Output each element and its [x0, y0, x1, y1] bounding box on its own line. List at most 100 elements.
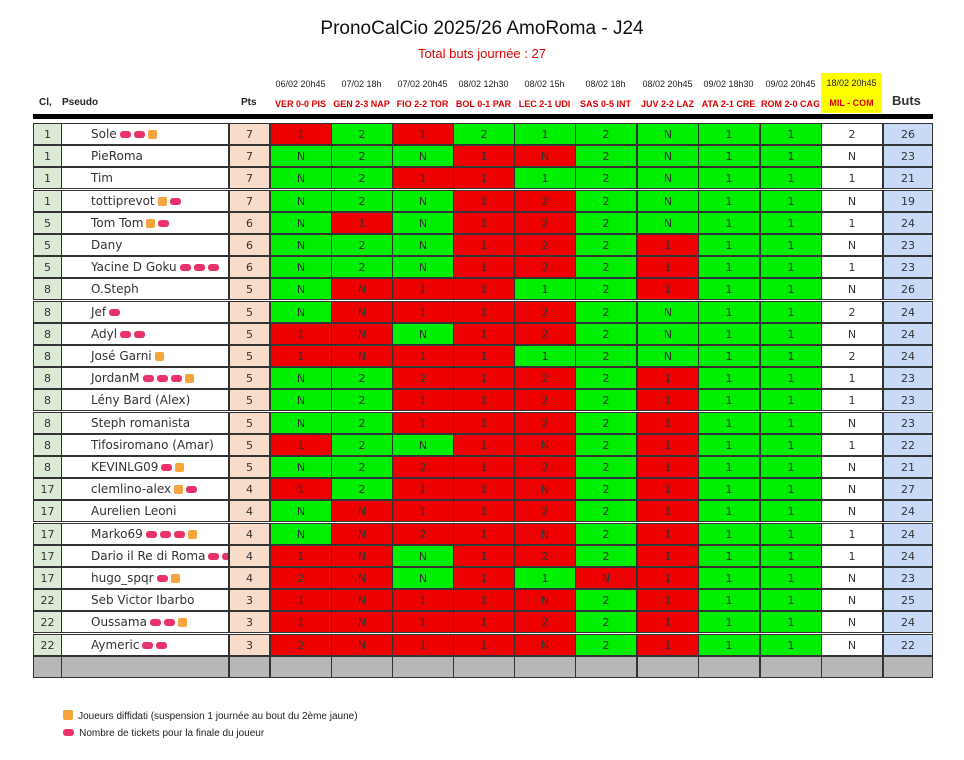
- pick-cell: 2: [331, 123, 393, 145]
- footer-cell: [637, 656, 699, 678]
- player-name: O.Steph: [91, 282, 139, 296]
- pick-cell: 1: [821, 256, 883, 278]
- player-row-name: Tifosiromano (Amar): [61, 434, 229, 456]
- match-label: ATA 2-1 CRE: [701, 99, 756, 109]
- pick-cell: N: [821, 145, 883, 167]
- pick-cell: N: [270, 389, 332, 411]
- pts-cell: 5: [229, 434, 270, 456]
- ticket-icon: [173, 531, 185, 538]
- footer-cell: [33, 656, 62, 678]
- pick-cell: 2: [575, 123, 637, 145]
- pick-cell: 2: [514, 456, 576, 478]
- match-date: 18/02 20h45: [821, 73, 882, 93]
- pick-cell: N: [821, 323, 883, 345]
- player-row-name: Dario il Re di Roma: [61, 545, 229, 567]
- rank-cell: 8: [33, 323, 62, 345]
- pick-cell: 1: [698, 611, 760, 633]
- buts-cell: 24: [883, 523, 933, 545]
- ticket-icon: [163, 619, 175, 626]
- rank-cell: 1: [33, 190, 62, 212]
- buts-cell: 23: [883, 145, 933, 167]
- pick-cell: 1: [760, 123, 822, 145]
- pick-cell: N: [821, 456, 883, 478]
- rank-cell: 1: [33, 123, 62, 145]
- pick-cell: N: [270, 301, 332, 323]
- ticket-icon: [179, 264, 191, 271]
- match-date: 08/02 20h45: [642, 79, 693, 89]
- pick-cell: 1: [392, 478, 454, 500]
- player-row-name: clemlino-alex: [61, 478, 229, 500]
- pick-cell: 1: [453, 145, 515, 167]
- match-label: BOL 0-1 PAR: [455, 99, 512, 109]
- pick-cell: 1: [514, 567, 576, 589]
- buts-cell: 24: [883, 611, 933, 633]
- pick-cell: 1: [698, 167, 760, 189]
- pick-cell: 1: [760, 345, 822, 367]
- pick-cell: 2: [514, 256, 576, 278]
- pick-cell: N: [331, 611, 393, 633]
- pick-cell: N: [821, 278, 883, 300]
- pick-cell: N: [575, 567, 637, 589]
- pick-cell: N: [514, 145, 576, 167]
- player-name: clemlino-alex: [91, 482, 172, 496]
- pick-cell: N: [331, 345, 393, 367]
- buts-cell: 23: [883, 567, 933, 589]
- pick-cell: 2: [514, 301, 576, 323]
- player-row-name: O.Steph: [61, 278, 229, 300]
- pick-cell: 1: [392, 412, 454, 434]
- player-row-name: Oussama: [61, 611, 229, 633]
- pick-cell: N: [392, 256, 454, 278]
- player-name: Dany: [91, 238, 123, 252]
- pick-cell: N: [514, 589, 576, 611]
- ticket-icon: [193, 264, 205, 271]
- pick-cell: 1: [760, 567, 822, 589]
- pick-cell: N: [270, 167, 332, 189]
- buts-cell: 24: [883, 545, 933, 567]
- footer-cell: [270, 656, 332, 678]
- ticket-icon: [142, 375, 154, 382]
- pick-cell: 1: [760, 190, 822, 212]
- pts-cell: 6: [229, 256, 270, 278]
- player-name: tottiprevot: [91, 194, 155, 208]
- pick-cell: 1: [698, 323, 760, 345]
- pick-cell: 1: [453, 323, 515, 345]
- pick-cell: 2: [270, 634, 332, 656]
- name-header: Pseudo: [62, 97, 99, 108]
- pick-cell: 1: [453, 345, 515, 367]
- pick-cell: 1: [698, 389, 760, 411]
- rank-cell: 8: [33, 456, 62, 478]
- pts-cell: 5: [229, 456, 270, 478]
- match-label: GEN 2-3 NAP: [333, 99, 390, 109]
- pick-cell: 1: [760, 456, 822, 478]
- rank-cell: 17: [33, 523, 62, 545]
- pick-cell: 2: [331, 478, 393, 500]
- pick-cell: N: [270, 456, 332, 478]
- buts-cell: 22: [883, 634, 933, 656]
- ticket-icon: [170, 375, 182, 382]
- pick-cell: 2: [575, 323, 637, 345]
- pts-cell: 7: [229, 145, 270, 167]
- pick-cell: 2: [575, 190, 637, 212]
- pick-cell: 1: [453, 589, 515, 611]
- ticket-icon: [156, 375, 168, 382]
- footer-cell: [453, 656, 515, 678]
- pick-cell: N: [392, 323, 454, 345]
- suspension-icon: [175, 463, 185, 472]
- pick-cell: N: [637, 323, 699, 345]
- rank-cell: 22: [33, 589, 62, 611]
- pick-cell: 2: [821, 345, 883, 367]
- pick-cell: 1: [453, 301, 515, 323]
- player-row-name: tottiprevot: [61, 190, 229, 212]
- pick-cell: 1: [760, 523, 822, 545]
- pick-cell: 2: [331, 145, 393, 167]
- pick-cell: N: [331, 545, 393, 567]
- footer-cell: [61, 656, 229, 678]
- pick-cell: 1: [821, 167, 883, 189]
- pick-cell: 1: [331, 212, 393, 234]
- pick-cell: 1: [637, 611, 699, 633]
- pick-cell: 1: [453, 478, 515, 500]
- pick-cell: N: [821, 634, 883, 656]
- match-label: LEC 2-1 UDI: [518, 99, 571, 109]
- pick-cell: 2: [575, 212, 637, 234]
- pick-cell: 1: [514, 123, 576, 145]
